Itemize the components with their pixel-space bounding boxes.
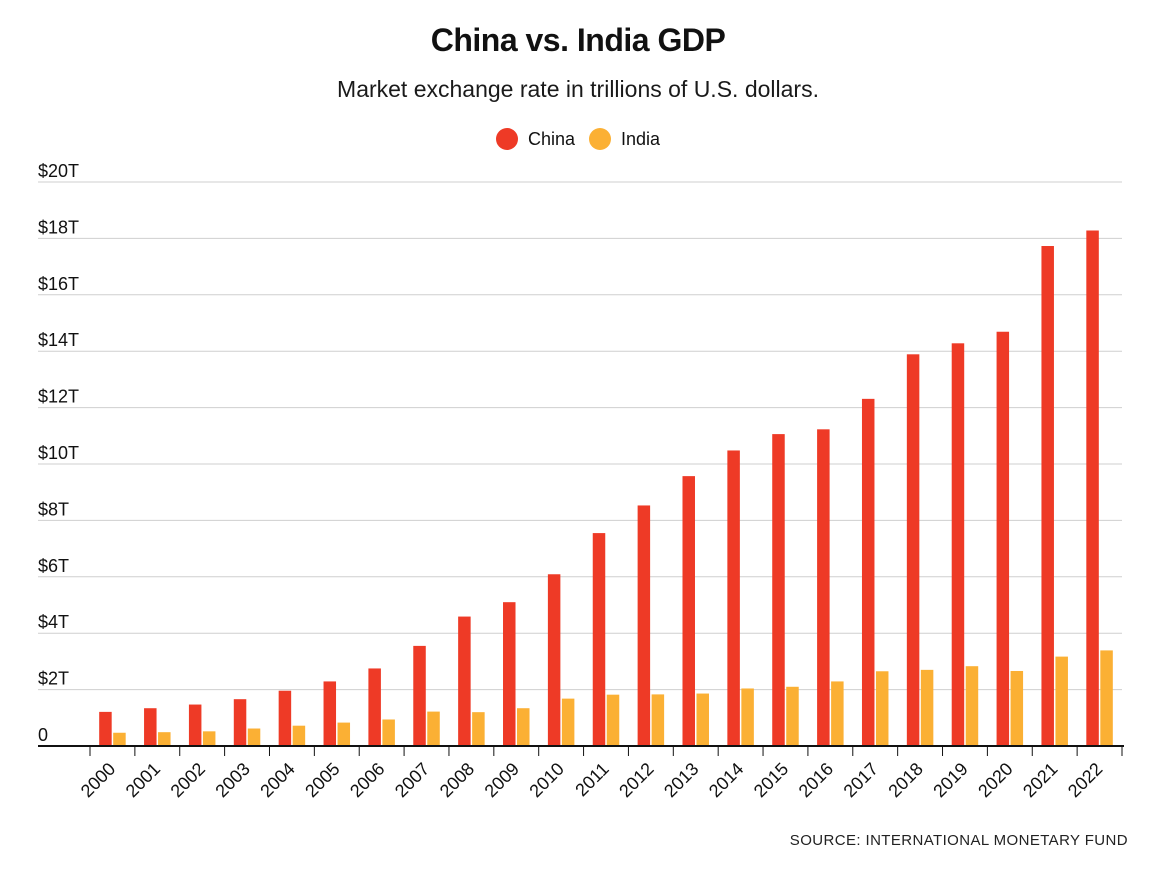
gridlines [38, 181, 1122, 691]
x-tick-label-2019: 2019 [929, 759, 971, 801]
x-tick-label-2018: 2018 [884, 759, 926, 801]
bar-china-2022 [1086, 230, 1099, 746]
chart-title: China vs. India GDP [430, 22, 726, 58]
x-tick-label-2015: 2015 [750, 759, 792, 801]
x-tick-label-2007: 2007 [391, 759, 433, 801]
bar-india-2002 [202, 731, 216, 746]
bar-china-2016 [817, 429, 830, 746]
bar-india-2009 [517, 708, 530, 746]
bar-china-2007 [413, 645, 426, 746]
x-tick-label-2008: 2008 [436, 759, 478, 801]
bar-india-2021 [1055, 656, 1068, 746]
x-tick-label-2022: 2022 [1064, 759, 1106, 801]
y-tick-label: $8T [38, 499, 69, 519]
x-tick-label-2009: 2009 [481, 759, 523, 801]
y-tick-label: $4T [38, 612, 69, 632]
y-tick-label: $20T [38, 161, 79, 181]
bar-china-2011 [592, 533, 606, 746]
bar-china-2017 [861, 398, 875, 746]
bar-china-2003 [233, 699, 247, 746]
x-tick-label-2000: 2000 [77, 759, 119, 801]
y-axis-tick-labels: 0 $2T $4T $6T $8T $10T $12T $14T $16T $18T $20T [38, 161, 79, 745]
bar-india-2005 [337, 722, 351, 746]
bars [99, 230, 1113, 747]
x-tick-label-2013: 2013 [660, 759, 702, 801]
bar-china-2010 [547, 574, 561, 746]
x-tick-label-2004: 2004 [256, 759, 298, 801]
bar-china-2006 [368, 668, 381, 746]
legend-swatch-china [495, 128, 518, 150]
y-tick-label: $12T [38, 387, 79, 407]
bar-india-2006 [382, 719, 395, 746]
bar-india-2014 [741, 688, 754, 746]
bar-india-2007 [427, 711, 440, 746]
bar-india-2016 [831, 681, 844, 746]
x-tick-label-2001: 2001 [122, 759, 164, 801]
bar-china-2019 [951, 343, 965, 746]
x-tick-label-2003: 2003 [211, 759, 253, 801]
bar-india-2015 [786, 686, 799, 746]
bar-india-2017 [875, 671, 889, 746]
bar-india-2004 [292, 725, 306, 746]
bar-india-2018 [920, 669, 934, 746]
bar-china-2000 [99, 711, 112, 746]
y-tick-label: $2T [38, 669, 69, 689]
y-tick-label: $10T [38, 443, 79, 463]
x-tick-label-2010: 2010 [525, 759, 567, 801]
chart-legend: China India [0, 128, 1156, 150]
y-tick-label: $18T [38, 217, 79, 237]
bar-india-2013 [696, 693, 709, 746]
y-tick-label: $6T [38, 556, 69, 576]
y-tick-label: 0 [38, 725, 48, 745]
bar-china-2015 [772, 434, 785, 746]
x-tick-label-2012: 2012 [615, 759, 657, 801]
bar-india-2012 [651, 694, 665, 746]
bar-india-2010 [561, 698, 575, 746]
bar-india-2000 [113, 732, 126, 746]
x-axis [38, 745, 1124, 756]
legend-item-china: China [495, 128, 575, 150]
x-tick-label-2016: 2016 [795, 759, 837, 801]
bar-india-2019 [965, 666, 979, 746]
bar-india-2008 [472, 712, 485, 746]
bar-india-2011 [606, 694, 620, 746]
bar-india-2001 [158, 732, 171, 746]
bar-india-2020 [1010, 670, 1024, 746]
bar-china-2005 [323, 681, 337, 746]
x-tick-label-2017: 2017 [840, 759, 882, 801]
bar-china-2014 [727, 450, 740, 746]
bar-china-2002 [188, 704, 202, 746]
bar-china-2012 [637, 505, 651, 746]
bar-china-2001 [144, 708, 157, 746]
x-tick-label-2020: 2020 [974, 759, 1016, 801]
x-tick-label-2005: 2005 [301, 759, 343, 801]
bar-china-2021 [1041, 246, 1054, 747]
legend-swatch-india [588, 128, 611, 150]
bar-china-2009 [503, 602, 516, 746]
legend-label-india: India [620, 128, 661, 149]
x-axis-tick-labels: 2000 2001 2002 2003 2004 2005 2006 2007 2008 2009… [77, 759, 1107, 801]
y-tick-label: $14T [38, 330, 79, 350]
x-tick-label-2014: 2014 [705, 759, 747, 801]
chart-subtitle: Market exchange rate in trillions of U.S… [337, 76, 819, 102]
y-tick-label: $16T [38, 274, 79, 294]
x-tick-label-2011: 2011 [571, 759, 613, 801]
x-tick-label-2021: 2021 [1019, 759, 1061, 801]
bar-china-2004 [278, 690, 292, 746]
bar-india-2003 [247, 728, 261, 746]
x-tick-label-2002: 2002 [167, 759, 209, 801]
bar-china-2020 [996, 331, 1010, 746]
bar-china-2018 [906, 354, 920, 746]
bar-china-2013 [682, 476, 695, 746]
x-tick-label-2006: 2006 [346, 759, 388, 801]
legend-label-china: China [527, 128, 575, 149]
source-note: SOURCE: INTERNATIONAL MONETARY FUND [789, 832, 1128, 849]
bar-china-2008 [458, 616, 471, 746]
legend-item-india: India [588, 128, 661, 150]
bar-india-2022 [1100, 650, 1113, 746]
